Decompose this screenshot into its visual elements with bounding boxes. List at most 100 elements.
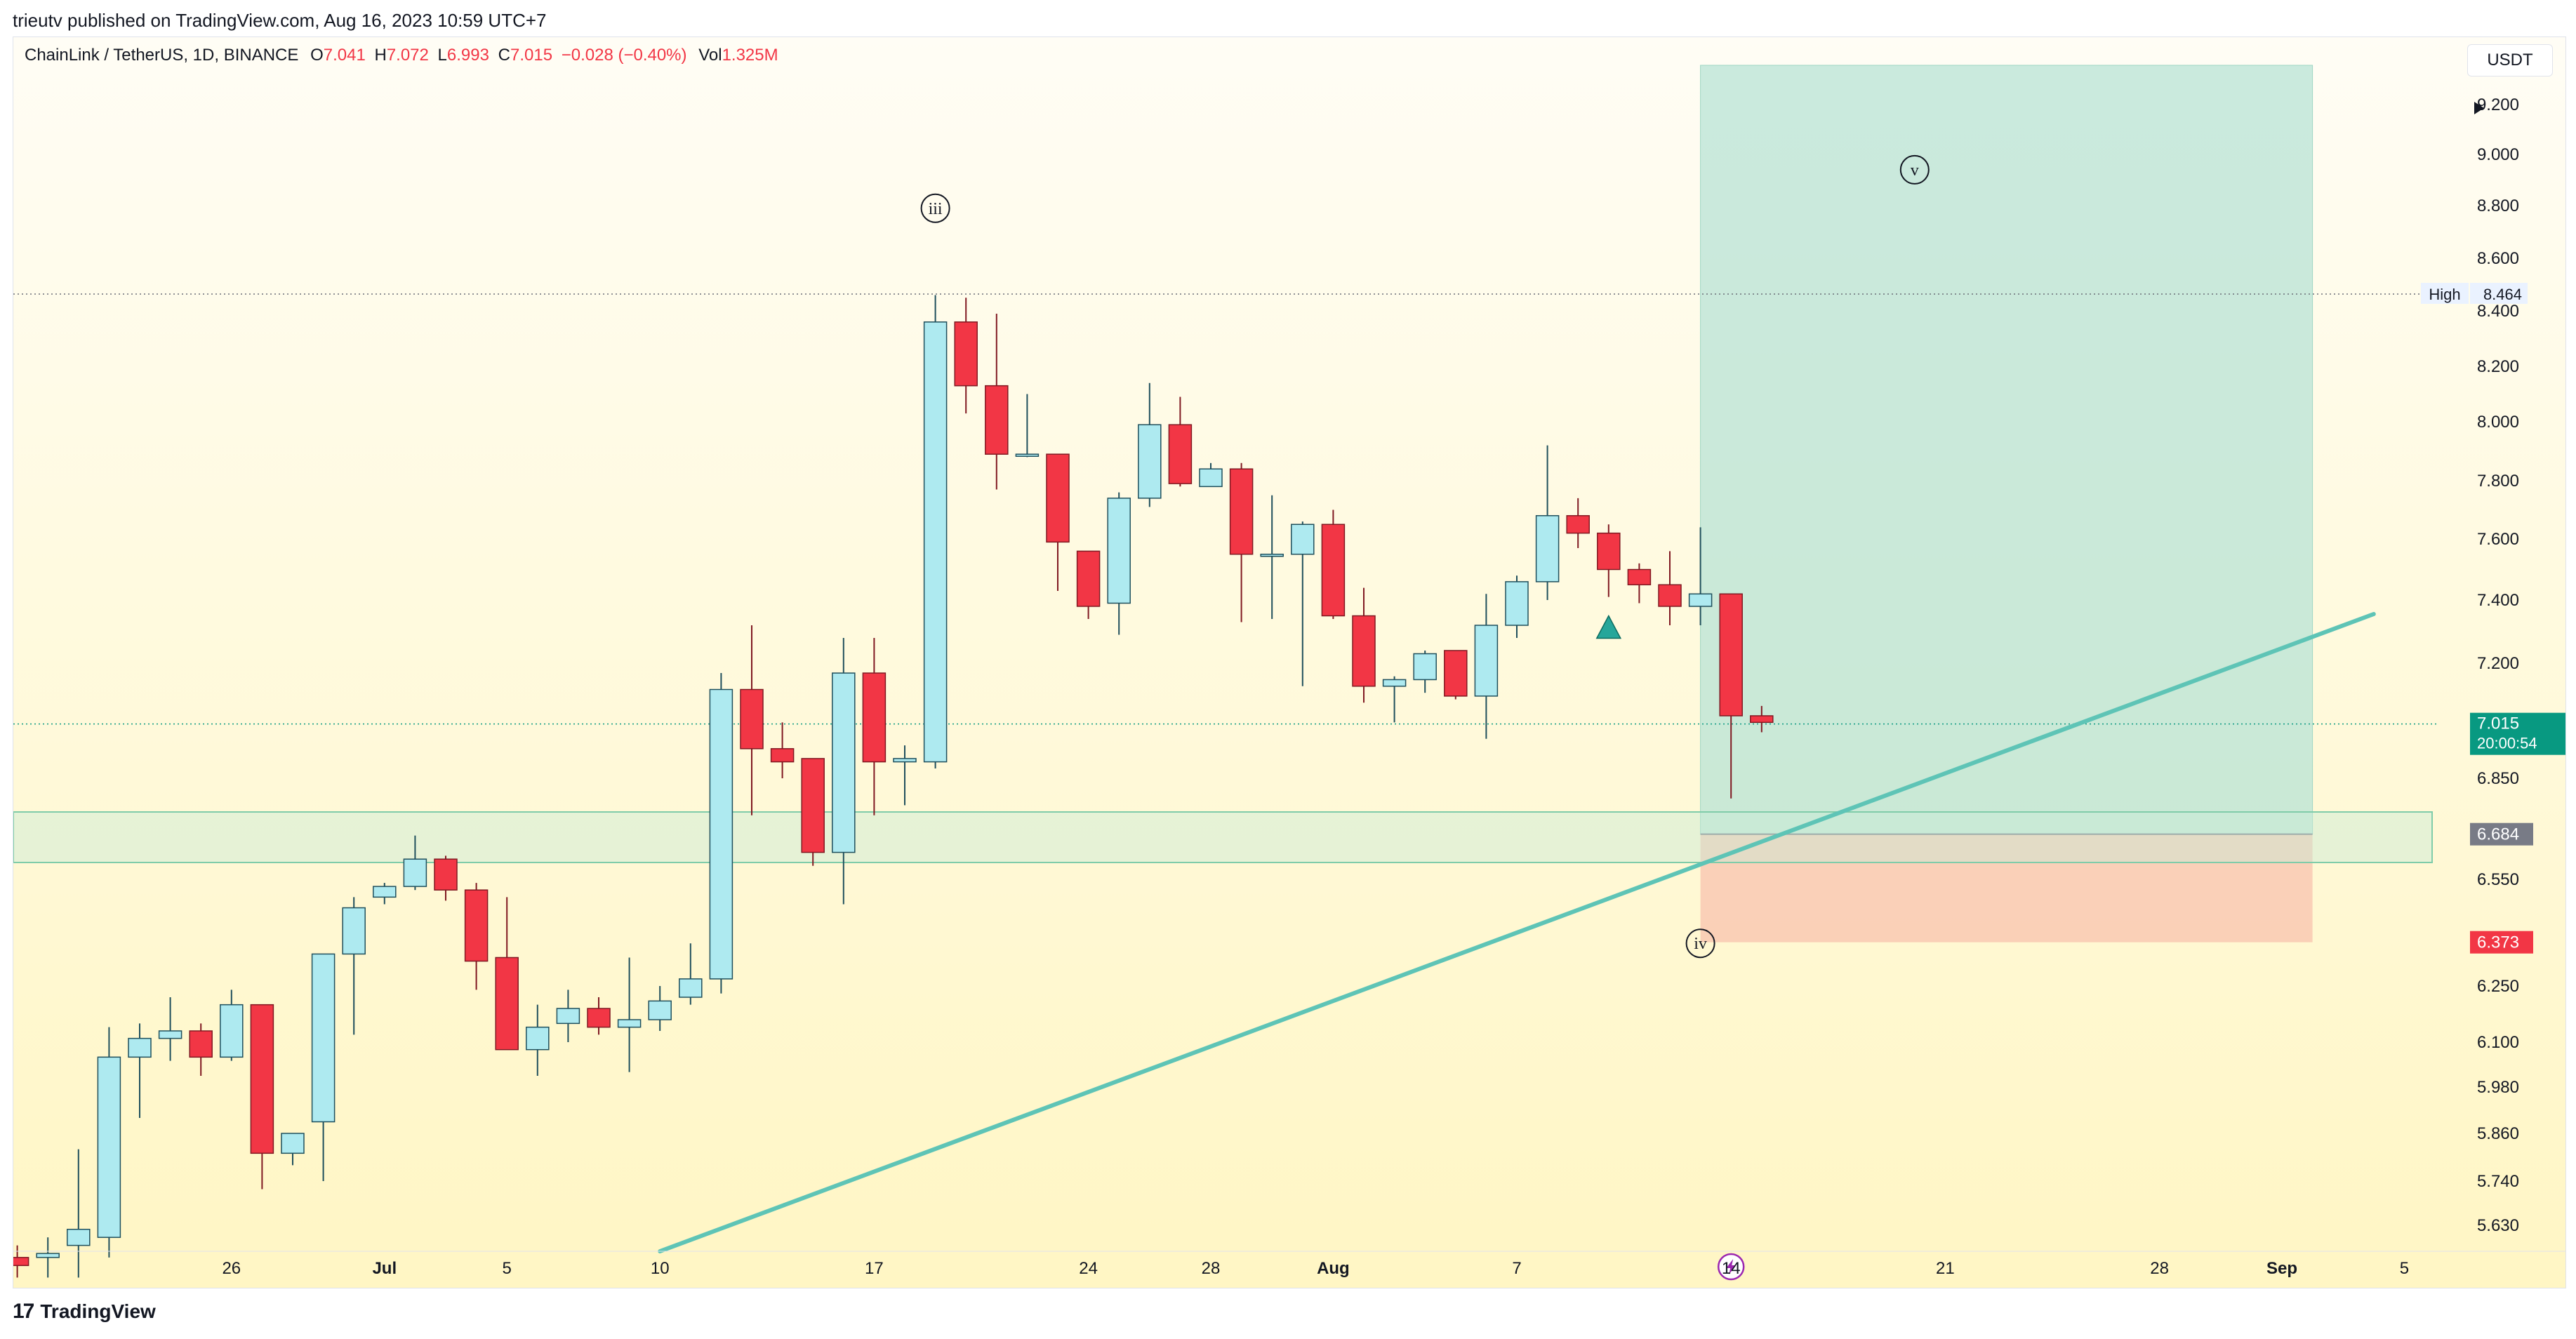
candle[interactable] xyxy=(648,986,672,1031)
candle[interactable] xyxy=(954,298,978,414)
candle[interactable] xyxy=(464,883,489,990)
candle[interactable] xyxy=(1107,492,1131,635)
candle-body xyxy=(97,1056,121,1238)
candle[interactable] xyxy=(893,745,917,806)
candle[interactable] xyxy=(526,1004,550,1076)
tradingview-logo-icon: 17 xyxy=(13,1300,34,1323)
candle[interactable] xyxy=(1566,498,1590,549)
tradingview-logo[interactable]: 17 TradingView xyxy=(13,1300,156,1324)
trendline[interactable] xyxy=(658,612,2376,1253)
candle[interactable] xyxy=(128,1023,152,1118)
candle[interactable] xyxy=(158,997,182,1061)
candle[interactable] xyxy=(311,953,336,1181)
candle[interactable] xyxy=(1444,650,1468,700)
candle[interactable] xyxy=(556,990,580,1042)
close-value: 7.015 xyxy=(510,46,553,65)
candle[interactable] xyxy=(587,997,611,1035)
candle[interactable] xyxy=(832,638,856,905)
candle[interactable] xyxy=(923,295,948,768)
candle[interactable] xyxy=(617,957,642,1072)
candle[interactable] xyxy=(1413,651,1437,693)
close-label: C xyxy=(498,46,510,65)
candle[interactable] xyxy=(281,1133,305,1166)
candle[interactable] xyxy=(1046,453,1070,591)
candle[interactable] xyxy=(1199,462,1223,488)
wave-label[interactable]: v xyxy=(1899,154,1930,185)
candle[interactable] xyxy=(373,883,397,905)
candle[interactable] xyxy=(770,722,795,778)
candle[interactable] xyxy=(1535,445,1560,600)
candle[interactable] xyxy=(36,1237,60,1278)
wave-label-circle xyxy=(1899,154,1930,185)
high-value: 7.072 xyxy=(386,46,429,65)
high-label: H xyxy=(374,46,387,65)
candle[interactable] xyxy=(1505,575,1529,638)
candle[interactable] xyxy=(1627,563,1652,604)
candle[interactable] xyxy=(1229,462,1254,622)
candle[interactable] xyxy=(1291,521,1315,686)
candle-body xyxy=(985,385,1009,455)
candle-body xyxy=(1015,453,1040,457)
candle-body xyxy=(1688,593,1713,607)
profit-target-zone[interactable] xyxy=(1700,65,2313,835)
wave-label[interactable]: iii xyxy=(920,193,950,223)
candle-body xyxy=(954,321,978,387)
candle[interactable] xyxy=(1352,587,1376,703)
candle[interactable] xyxy=(1474,594,1499,739)
price-tick-label: 5.630 xyxy=(2477,1216,2519,1235)
lightning-icon[interactable] xyxy=(1717,1253,1745,1281)
candle[interactable] xyxy=(250,1004,274,1190)
chart-frame[interactable]: iii iv v 9.200 9.000 8.800 8.600 8.400 8.200 8.0… xyxy=(13,36,2566,1288)
candle[interactable] xyxy=(1750,705,1774,733)
symbol-title[interactable]: ChainLink / TetherUS, 1D, BINANCE xyxy=(25,46,299,65)
candle[interactable] xyxy=(1688,527,1713,625)
candle[interactable] xyxy=(342,897,366,1035)
candle[interactable] xyxy=(97,1027,121,1258)
candle[interactable] xyxy=(1168,397,1193,487)
candle[interactable] xyxy=(13,1245,29,1278)
candle[interactable] xyxy=(740,625,764,815)
candle-body xyxy=(801,758,825,853)
candle[interactable] xyxy=(1260,495,1284,619)
candle[interactable] xyxy=(1719,593,1743,799)
candle-body xyxy=(770,748,795,763)
candle[interactable] xyxy=(862,638,887,815)
candle[interactable] xyxy=(801,758,825,866)
candle[interactable] xyxy=(985,313,1009,490)
candle[interactable] xyxy=(1076,550,1101,619)
candle[interactable] xyxy=(1321,509,1346,620)
support-zone[interactable] xyxy=(13,811,2433,863)
candle-body xyxy=(1505,581,1529,626)
candle-body xyxy=(1444,650,1468,697)
last-price-value: 7.015 xyxy=(2477,714,2519,733)
candle-body xyxy=(1229,468,1254,555)
currency-button[interactable]: USDT xyxy=(2467,44,2553,76)
candle-body xyxy=(1076,550,1101,607)
signal-triangle-marker[interactable] xyxy=(1595,614,1622,639)
stop-loss-zone[interactable] xyxy=(1700,834,2313,942)
candle[interactable] xyxy=(1015,394,1040,458)
candle[interactable] xyxy=(434,855,458,901)
candle-body xyxy=(36,1253,60,1258)
candle-body xyxy=(617,1019,642,1028)
candle[interactable] xyxy=(189,1023,213,1076)
candle[interactable] xyxy=(679,943,703,1005)
candle-body xyxy=(1382,679,1407,687)
candle[interactable] xyxy=(1597,524,1621,597)
candle-body xyxy=(1168,424,1193,484)
candle[interactable] xyxy=(67,1149,91,1278)
price-chart[interactable]: iii iv v 9.200 9.000 8.800 8.600 8.400 8.200 8.0… xyxy=(13,37,2565,1288)
wave-label[interactable]: iv xyxy=(1685,928,1715,959)
candle[interactable] xyxy=(495,897,519,1051)
candle[interactable] xyxy=(709,673,733,994)
wave-label-text: v xyxy=(1911,161,1919,180)
candle[interactable] xyxy=(1658,551,1682,625)
time-tick-label: Aug xyxy=(1317,1259,1350,1278)
time-tick-label: 10 xyxy=(651,1259,670,1278)
candle[interactable] xyxy=(1382,676,1407,723)
candle[interactable] xyxy=(220,990,244,1061)
candle-body xyxy=(128,1037,152,1058)
price-tick-label: 6.850 xyxy=(2477,769,2519,788)
candle[interactable] xyxy=(403,835,427,891)
candle[interactable] xyxy=(1138,382,1162,507)
